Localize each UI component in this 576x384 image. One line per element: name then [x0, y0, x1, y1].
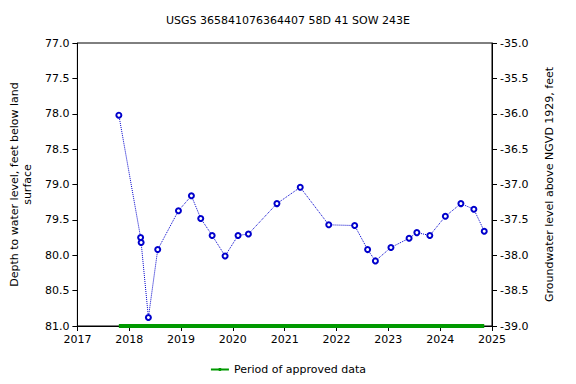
svg-text:80.0: 80.0 — [45, 249, 70, 262]
svg-text:2021: 2021 — [271, 333, 299, 346]
svg-text:-39.0: -39.0 — [500, 320, 528, 333]
svg-text:-38.0: -38.0 — [500, 249, 528, 262]
svg-text:2025: 2025 — [478, 333, 506, 346]
svg-text:2022: 2022 — [323, 333, 351, 346]
svg-text:77.5: 77.5 — [45, 72, 70, 85]
svg-text:81.0: 81.0 — [45, 320, 70, 333]
svg-text:-38.5: -38.5 — [500, 284, 528, 297]
svg-text:2023: 2023 — [374, 333, 402, 346]
svg-text:surface: surface — [21, 164, 34, 205]
svg-text:-37.0: -37.0 — [500, 178, 528, 191]
svg-text:Depth to water level, feet bel: Depth to water level, feet below land — [8, 82, 21, 287]
svg-text:80.5: 80.5 — [45, 284, 70, 297]
svg-text:2020: 2020 — [219, 333, 247, 346]
svg-text:77.0: 77.0 — [45, 37, 70, 50]
svg-text:79.5: 79.5 — [45, 213, 70, 226]
svg-text:2017: 2017 — [63, 333, 91, 346]
svg-text:-35.0: -35.0 — [500, 37, 528, 50]
svg-text:78.0: 78.0 — [45, 107, 70, 120]
svg-text:Groundwater level above NGVD 1: Groundwater level above NGVD 1929, feet — [543, 66, 556, 302]
svg-text:2024: 2024 — [426, 333, 454, 346]
svg-text:Period of approved data: Period of approved data — [234, 363, 366, 376]
svg-text:-36.0: -36.0 — [500, 107, 528, 120]
svg-text:-36.5: -36.5 — [500, 143, 528, 156]
svg-text:78.5: 78.5 — [45, 143, 70, 156]
svg-text:USGS 365841076364407 58D 41 SO: USGS 365841076364407 58D 41 SOW 243E — [166, 14, 410, 27]
svg-text:2018: 2018 — [115, 333, 143, 346]
svg-text:79.0: 79.0 — [45, 178, 70, 191]
svg-text:-37.5: -37.5 — [500, 213, 528, 226]
svg-text:2019: 2019 — [167, 333, 195, 346]
svg-text:-35.5: -35.5 — [500, 72, 528, 85]
